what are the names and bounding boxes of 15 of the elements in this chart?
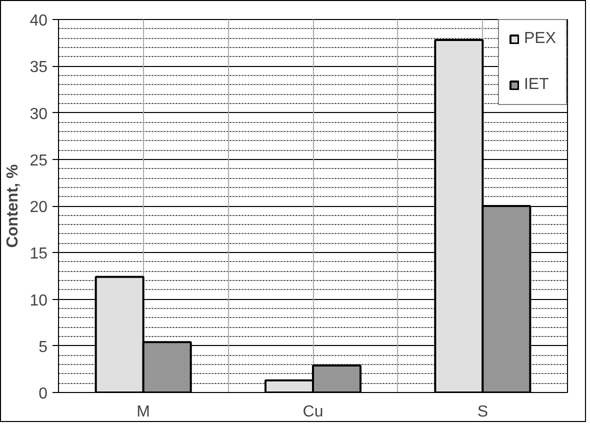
y-tick-label: 25: [30, 152, 48, 170]
y-tick-label: 40: [30, 12, 48, 30]
y-tick-label: 35: [30, 59, 48, 76]
y-tick-label: 15: [30, 246, 48, 263]
legend-label: IET: [524, 76, 549, 94]
x-tick-label: M: [136, 404, 150, 420]
y-tick-label: 10: [30, 292, 48, 310]
x-tick-label: Cu: [302, 404, 324, 420]
y-tick-label: 0: [38, 386, 48, 402]
legend-label: PEX: [524, 30, 556, 48]
y-tick-label: 20: [30, 199, 48, 216]
y-tick-label: 5: [38, 338, 48, 356]
y-tick-label: 30: [30, 106, 48, 123]
x-tick-label: S: [477, 404, 488, 420]
y-axis-title: Content, %: [4, 164, 22, 248]
